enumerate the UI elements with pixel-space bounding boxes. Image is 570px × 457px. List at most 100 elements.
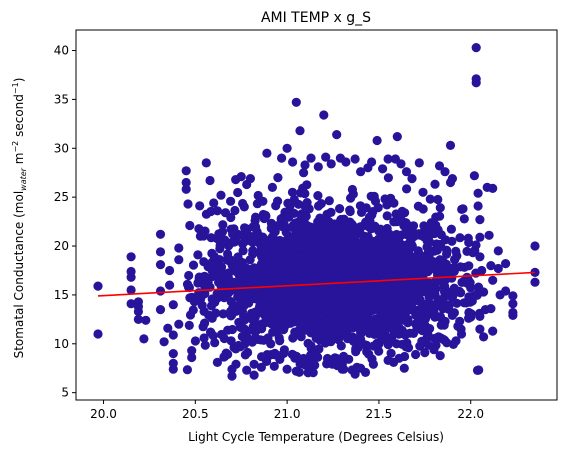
scatter-point — [281, 227, 291, 237]
scatter-point — [382, 200, 392, 210]
y-axis-label-superscript-1: −2 — [11, 141, 20, 153]
x-tick-label: 22.0 — [457, 407, 484, 421]
scatter-point — [165, 280, 175, 290]
scatter-point — [370, 196, 381, 206]
x-axis-ticks: 20.0 20.5 21.0 21.5 22.0 — [90, 400, 484, 421]
scatter-point — [332, 266, 342, 276]
scatter-point — [446, 266, 456, 276]
scatter-point — [396, 290, 406, 300]
scatter-point — [418, 265, 428, 275]
scatter-point — [238, 246, 248, 256]
scatter-point — [242, 365, 252, 375]
scatter-point — [181, 166, 191, 176]
scatter-point — [133, 314, 143, 324]
scatter-point — [356, 363, 366, 373]
scatter-point — [226, 336, 236, 346]
scatter-point — [126, 252, 136, 262]
scatter-point — [295, 126, 305, 136]
scatter-point — [262, 148, 272, 158]
scatter-point — [314, 344, 324, 354]
scatter-point — [282, 364, 292, 374]
scatter-point — [155, 229, 166, 239]
scatter-point — [184, 320, 194, 330]
scatter-point — [159, 337, 169, 347]
scatter-point — [354, 251, 365, 261]
scatter-point — [399, 254, 409, 264]
scatter-point — [235, 322, 245, 332]
scatter-point — [452, 251, 462, 261]
scatter-point — [300, 189, 310, 199]
scatter-point — [174, 319, 184, 329]
scatter-point — [438, 256, 448, 266]
scatter-point — [382, 297, 392, 307]
scatter-point — [479, 332, 489, 342]
scatter-point — [394, 329, 404, 339]
scatter-point — [249, 263, 259, 273]
scatter-point — [376, 318, 386, 328]
scatter-point — [471, 43, 481, 53]
scatter-point — [285, 201, 295, 211]
scatter-point — [319, 214, 329, 224]
scatter-point — [301, 254, 311, 264]
scatter-point — [181, 184, 191, 194]
scatter-point — [290, 224, 300, 234]
scatter-point — [256, 335, 266, 345]
scatter-point — [372, 135, 382, 146]
scatter-point — [447, 174, 457, 184]
scatter-point — [387, 247, 398, 257]
scatter-point — [274, 262, 284, 272]
scatter-point — [435, 301, 445, 311]
x-axis-label: Light Cycle Temperature (Degrees Celsius… — [188, 430, 444, 444]
scatter-point — [298, 228, 308, 238]
scatter-point — [265, 293, 275, 303]
scatter-point — [415, 250, 425, 260]
plot-frame — [75, 29, 558, 401]
scatter-point — [435, 203, 445, 213]
scatter-point — [356, 298, 366, 308]
x-tick-label: 21.5 — [366, 407, 393, 421]
scatter-point — [501, 259, 511, 269]
scatter-point — [207, 248, 217, 258]
scatter-point — [218, 309, 228, 319]
scatter-point — [242, 235, 252, 246]
scatter-point — [338, 330, 348, 340]
scatter-point — [418, 187, 428, 197]
scatter-point — [486, 261, 496, 271]
scatter-point — [155, 305, 166, 315]
scatter-point — [256, 362, 266, 372]
scatter-point — [303, 247, 313, 257]
scatter-point — [253, 190, 263, 201]
scatter-point — [212, 357, 222, 367]
scatter-point — [289, 208, 299, 218]
scatter-point — [488, 183, 498, 193]
scatter-point — [269, 236, 279, 247]
scatter-point — [375, 224, 385, 234]
scatter-point — [425, 324, 435, 334]
scatter-point — [181, 177, 191, 188]
scatter-point — [155, 286, 166, 296]
scatter-point — [363, 313, 373, 323]
scatter-point — [346, 270, 356, 280]
scatter-point — [291, 366, 301, 376]
scatter-point — [373, 339, 383, 349]
scatter-point — [493, 246, 503, 256]
scatter-point — [488, 326, 498, 336]
scatter-point — [470, 245, 480, 256]
scatter-point — [258, 232, 268, 242]
scatter-point — [367, 210, 377, 220]
scatter-point — [475, 215, 485, 225]
y-tick-label: 5 — [61, 386, 69, 400]
scatter-point — [441, 274, 451, 284]
scatter-point — [126, 299, 136, 309]
scatter-point — [249, 370, 259, 380]
scatter-point — [282, 143, 292, 153]
scatter-point — [295, 324, 305, 334]
scatter-point — [378, 164, 388, 174]
scatter-point — [211, 308, 221, 318]
scatter-point — [195, 201, 205, 211]
scatter-point — [357, 322, 367, 332]
scatter-point — [241, 274, 251, 285]
scatter-point — [508, 299, 518, 309]
scatter-point — [396, 210, 406, 220]
scatter-point — [316, 199, 326, 209]
